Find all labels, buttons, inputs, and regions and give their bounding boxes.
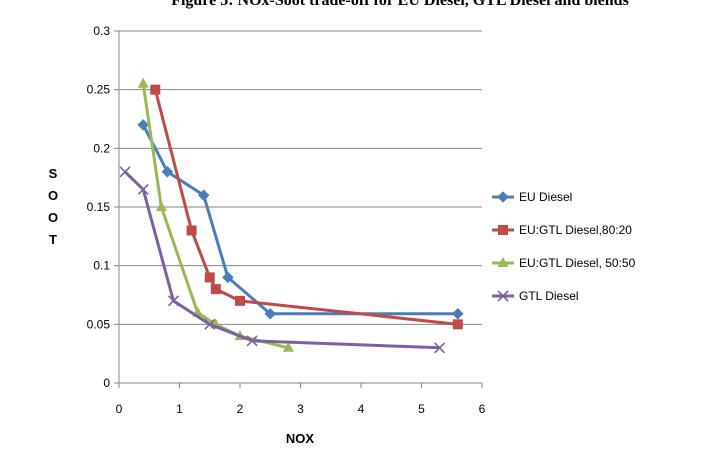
y-axis-title-letter: S [49,166,58,181]
data-point [150,84,161,95]
data-point [161,165,174,178]
y-tick-label: 0.25 [87,83,111,97]
data-point [186,225,197,236]
data-point [451,307,464,320]
data-point [167,295,180,307]
legend-item: EU:GTL Diesel,80:20 [492,223,632,237]
legend-marker [497,191,509,203]
data-point [204,272,215,283]
x-tick-label: 0 [116,402,123,416]
data-point [197,189,210,202]
legend-item: EU Diesel [492,190,572,204]
y-tick-labels: 0 0.05 0.1 0.15 0.2 0.25 0.3 [87,24,119,390]
data-point [434,342,446,354]
legend: EU Diesel EU:GTL Diesel,80:20 EU:GTL Diese… [492,190,636,303]
x-tick-label: 3 [297,402,304,416]
data-point [137,183,149,195]
y-axis-title-letter: O [48,188,58,203]
x-tick-label: 2 [237,402,244,416]
series-4 [119,166,446,354]
y-axis-title-letter: O [48,210,58,225]
gridlines [119,30,482,325]
data-point [210,284,221,295]
data-point [452,319,463,330]
series-line [141,124,458,316]
y-tick-label: 0.2 [93,141,110,155]
data-point [246,335,258,347]
y-tick-label: 0.05 [87,317,111,331]
data-point [119,166,131,178]
series-1 [137,119,464,320]
y-tick-label: 0.3 [93,24,110,38]
legend-marker [497,257,509,267]
legend-marker [497,290,509,302]
series-line [153,89,458,326]
x-axis-title-group: NOX [286,431,315,446]
figure-caption: Figure 5: NOx-Soot trade-off for EU Dies… [171,0,629,9]
data-point [155,201,167,211]
legend-label: GTL Diesel [519,289,579,303]
y-tick-label: 0 [103,376,110,390]
y-tick-label: 0.1 [93,259,110,273]
y-tick-label: 0.15 [87,200,111,214]
legend-label: EU:GTL Diesel, 50:50 [519,256,636,270]
x-axis-title: NOX [286,431,315,446]
data-point [137,119,150,131]
series-layer [119,77,464,354]
legend-item: EU:GTL Diesel, 50:50 [492,256,636,270]
data-point [264,307,277,320]
legend-label: EU:GTL Diesel,80:20 [519,223,632,237]
x-tick-labels: 0 1 2 3 4 5 6 [116,383,486,416]
x-tick-label: 5 [418,402,425,416]
data-point [282,341,294,352]
legend-item: GTL Diesel [492,289,579,303]
x-tick-label: 4 [358,402,365,416]
legend-marker [498,225,508,235]
series-line [124,170,440,350]
data-point [204,318,216,330]
data-point [137,77,149,88]
data-point [222,271,234,284]
legend-label: EU Diesel [519,190,572,204]
y-axis-title-letter: T [49,232,57,247]
x-tick-label: 6 [479,402,486,416]
data-point [235,295,245,306]
x-tick-label: 1 [176,402,183,416]
series-2 [150,84,463,330]
